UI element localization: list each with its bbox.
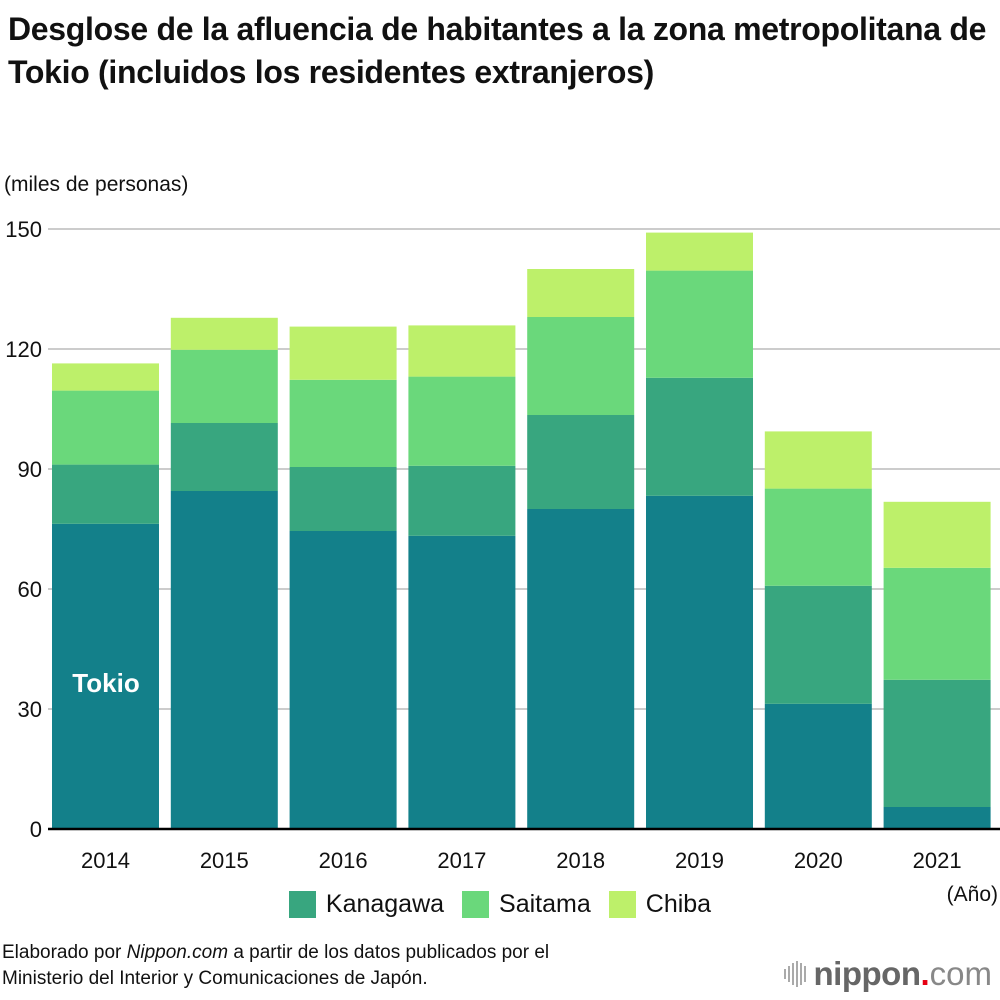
bar-segment-kanagawa-2016 (289, 467, 397, 531)
x-tick-label: 2018 (556, 848, 605, 873)
y-tick-label: 90 (18, 457, 42, 482)
y-tick-label: 120 (5, 337, 42, 362)
x-tick-label: 2020 (794, 848, 843, 873)
bar-segment-chiba-2019 (646, 232, 753, 271)
bar-segment-tokio-2014 (52, 523, 159, 829)
chart-title: Desglose de la afluencia de habitantes a… (8, 11, 987, 90)
bar-segment-kanagawa-2018 (527, 415, 635, 509)
bar-segment-chiba-2016 (289, 326, 397, 380)
bar-segment-saitama-2017 (408, 376, 516, 466)
nippon-logo: nippon. com (783, 955, 992, 993)
source-prefix: Elaborado por (2, 942, 127, 963)
legend-label: Saitama (499, 890, 591, 918)
x-tick-label: 2016 (319, 848, 368, 873)
bar-segment-saitama-2016 (289, 379, 397, 467)
x-tick-label: 2021 (913, 848, 962, 873)
y-tick-labels: 0 30 60 90 120 150 (5, 217, 42, 842)
bar-segment-chiba-2017 (408, 325, 516, 377)
bars (52, 232, 991, 829)
bar-segment-chiba-2018 (527, 269, 635, 317)
legend-item-saitama: Saitama (462, 890, 591, 919)
bar-segment-kanagawa-2019 (646, 377, 753, 496)
y-tick-label: 0 (30, 817, 42, 842)
x-tick-label: 2019 (675, 848, 724, 873)
bar-segment-chiba-2015 (170, 317, 278, 350)
legend: Kanagawa Saitama Chiba (0, 890, 1000, 919)
bar-segment-tokio-2015 (170, 491, 278, 829)
x-tick-label: 2015 (200, 848, 249, 873)
source-line2: Ministerio del Interior y Comunicaciones… (2, 968, 428, 989)
bar-segment-saitama-2018 (527, 317, 635, 415)
y-axis-unit-label: (miles de personas) (4, 173, 189, 196)
bar-segment-tokio-2019 (646, 495, 753, 829)
bar-segment-kanagawa-2015 (170, 423, 278, 491)
bar-segment-tokio-2021 (883, 807, 991, 829)
x-axis-unit-label: (Año) (947, 883, 998, 906)
source-brand: Nippon.com (126, 942, 229, 963)
bar-segment-tokio-2017 (408, 535, 516, 829)
bar-segment-kanagawa-2017 (408, 465, 516, 536)
x-tick-label: 2014 (81, 848, 130, 873)
bar-segment-saitama-2020 (764, 488, 872, 586)
logo-dot: . (920, 955, 930, 992)
bar-segment-tokio-2016 (289, 531, 397, 829)
y-tick-label: 150 (5, 217, 42, 242)
logo-brand: nippon (813, 955, 921, 992)
bar-segment-saitama-2014 (52, 390, 159, 465)
bar-segment-tokio-2018 (527, 509, 635, 829)
bar-segment-kanagawa-2020 (764, 585, 872, 704)
y-tick-label: 30 (18, 697, 42, 722)
x-tick-label: 2017 (437, 848, 486, 873)
x-tick-labels: 2014 2015 2016 2017 2018 2019 2020 2021 (81, 848, 962, 873)
bar-segment-kanagawa-2021 (883, 679, 991, 807)
legend-item-chiba: Chiba (608, 890, 712, 919)
bar-segment-kanagawa-2014 (52, 464, 159, 524)
logo-tld: com (929, 955, 992, 992)
legend-label: Kanagawa (325, 890, 445, 918)
legend-item-kanagawa: Kanagawa (288, 890, 445, 919)
bar-segment-saitama-2019 (646, 270, 753, 378)
bar-segment-saitama-2021 (883, 567, 991, 680)
source-suffix: a partir de los datos publicados por el (228, 942, 550, 963)
bar-segment-chiba-2014 (52, 363, 159, 391)
source-note: Elaborado por Nippon.com a partir de los… (2, 940, 549, 992)
legend-swatch-saitama (462, 891, 490, 918)
y-tick-label: 60 (18, 577, 42, 602)
legend-swatch-chiba (608, 891, 636, 918)
bar-segment-chiba-2021 (883, 501, 991, 568)
legend-swatch-kanagawa (288, 891, 316, 918)
tokyo-series-label: Tokio (72, 668, 139, 698)
bar-segment-tokio-2020 (764, 703, 872, 829)
bar-segment-saitama-2015 (170, 349, 278, 423)
legend-label: Chiba (645, 890, 712, 918)
bar-segment-chiba-2020 (764, 431, 872, 489)
logo-bars-icon (783, 961, 806, 987)
